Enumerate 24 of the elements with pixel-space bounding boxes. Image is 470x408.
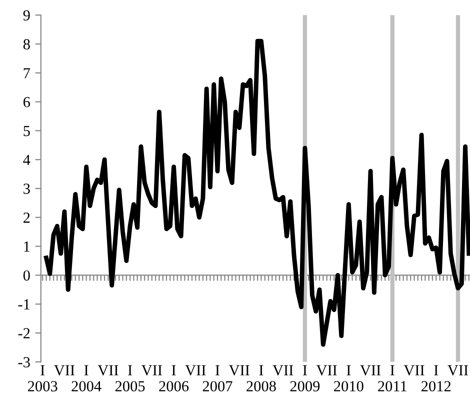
y-tick-label: -2 (18, 328, 30, 338)
line-series (44, 38, 470, 347)
y-tick-label: -3 (18, 357, 30, 368)
x-tick-label: VII (54, 365, 75, 376)
x-tick-label: VII (185, 365, 206, 376)
y-tick-label: 9 (23, 10, 30, 21)
x-tick-label: VII (316, 365, 337, 376)
x-tick-label: VII (228, 365, 250, 376)
y-tick-label: -1 (18, 299, 30, 310)
y-tick-label: 4 (23, 154, 30, 165)
y-tick-label: 3 (24, 184, 30, 194)
y-tick-label: 1 (24, 242, 30, 252)
x-tick-label: VII (98, 365, 118, 376)
x-tick-label: VII (360, 365, 381, 376)
x-tick-label: VII (404, 365, 424, 376)
y-tick-label: 8 (23, 39, 30, 50)
y-tick-label: 2 (24, 212, 30, 223)
y-tick-label: 7 (24, 68, 30, 78)
x-tick-label: VII (141, 365, 162, 376)
x-tick-label: VII (272, 365, 294, 376)
x-tick-label: VII (448, 365, 468, 376)
y-tick-label: 5 (24, 126, 30, 136)
y-tick-label: 6 (23, 96, 30, 108)
y-tick-label: 0 (23, 270, 30, 281)
